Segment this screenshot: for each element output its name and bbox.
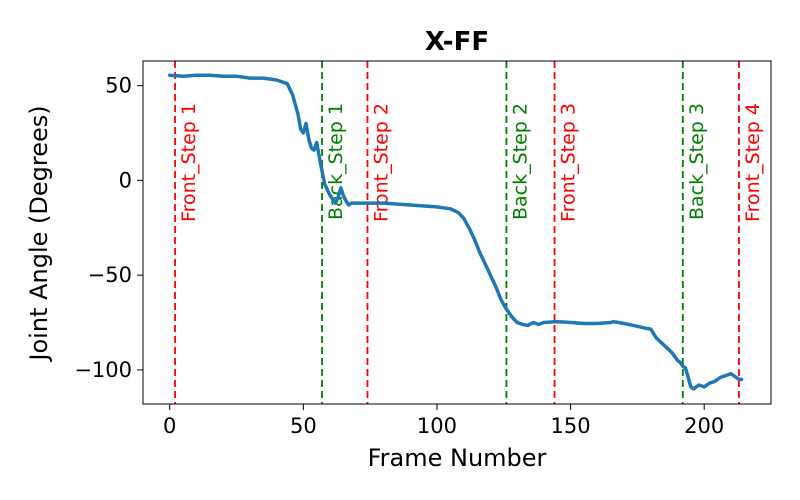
x-tick-label: 100 bbox=[417, 414, 457, 438]
y-tick-label: −50 bbox=[88, 263, 132, 287]
step-marker-label: Front_Step 3 bbox=[558, 103, 580, 222]
step-marker-label: Back_Step 3 bbox=[686, 103, 708, 220]
x-tick-label: 50 bbox=[290, 414, 317, 438]
data-line bbox=[167, 73, 744, 391]
step-marker-label: Front_Step 2 bbox=[370, 103, 392, 222]
step-marker-label: Front_Step 1 bbox=[178, 103, 200, 222]
x-tick-label: 0 bbox=[163, 414, 176, 438]
y-axis-label: Joint Angle (Degrees) bbox=[25, 105, 53, 362]
x-tick-label: 150 bbox=[551, 414, 591, 438]
y-tick-label: 0 bbox=[119, 168, 132, 192]
x-tick-label: 200 bbox=[684, 414, 724, 438]
x-axis-label: Frame Number bbox=[368, 444, 547, 472]
plot-area: Front_Step 1 Back_Step 1 Front_Step 2 Back_… bbox=[74, 60, 772, 438]
step-marker-label: Front_Step 4 bbox=[742, 103, 764, 222]
step-marker-label: Back_Step 2 bbox=[509, 103, 531, 220]
y-tick-label: 50 bbox=[105, 74, 132, 98]
y-tick-label: −100 bbox=[74, 358, 132, 382]
plot-frame bbox=[142, 60, 772, 405]
chart-title: X-FF bbox=[425, 27, 489, 57]
